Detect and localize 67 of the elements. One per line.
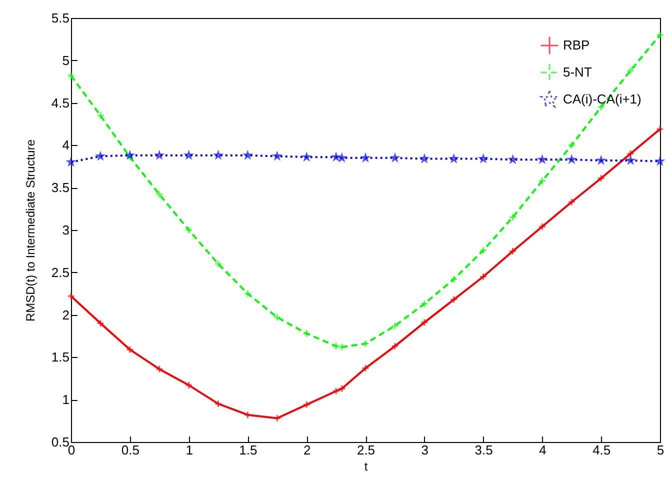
point xyxy=(362,340,370,348)
legend-label: 5-NT xyxy=(563,64,592,80)
point xyxy=(450,296,458,304)
x-axis-title: t xyxy=(364,460,368,474)
x-tick-label: 4 xyxy=(539,442,546,458)
point xyxy=(244,290,252,298)
x-tick-label: 2.5 xyxy=(356,442,376,458)
legend-label: CA(i)-CA(i+1) xyxy=(563,92,642,106)
point xyxy=(126,153,134,161)
point xyxy=(420,300,428,308)
point xyxy=(214,400,222,408)
y-tick-label: 5 xyxy=(62,52,70,68)
point xyxy=(302,400,311,409)
point xyxy=(626,66,634,74)
point xyxy=(155,190,164,198)
point xyxy=(244,410,252,419)
point xyxy=(362,364,370,372)
y-tick-label: 3.5 xyxy=(51,180,70,196)
legend-label: RBP xyxy=(563,38,590,52)
point xyxy=(214,260,222,268)
y-tick-label: 4 xyxy=(62,138,70,153)
y-axis-title: RMSD(t) to Intermediate Structure xyxy=(23,139,38,322)
point xyxy=(184,381,193,390)
y-tick-label: 5.5 xyxy=(51,10,70,26)
point xyxy=(332,342,340,350)
x-tick-label: 0.5 xyxy=(121,442,140,458)
point xyxy=(184,226,193,234)
point xyxy=(568,198,576,206)
point xyxy=(479,246,488,254)
point xyxy=(126,346,134,354)
y-tick-label: 2 xyxy=(62,307,70,322)
point xyxy=(273,414,282,422)
point xyxy=(626,150,634,158)
x-tick-label: 5 xyxy=(656,442,664,458)
x-tick-label: 1.5 xyxy=(239,442,258,458)
point xyxy=(597,174,606,182)
y-tick-label: 1 xyxy=(62,392,70,408)
point xyxy=(656,31,664,39)
point xyxy=(391,322,399,330)
y-tick-label: 2.5 xyxy=(51,264,70,280)
x-tick-label: 2 xyxy=(303,442,311,458)
point xyxy=(338,343,346,351)
y-tick-label: 3 xyxy=(62,222,70,238)
point xyxy=(96,319,104,328)
point xyxy=(391,342,399,350)
x-tick-label: 4.5 xyxy=(592,442,611,458)
point xyxy=(508,247,517,256)
point xyxy=(155,365,164,373)
x-tick-label: 0 xyxy=(68,442,76,458)
point xyxy=(302,330,311,338)
y-tick-label: 4.5 xyxy=(51,95,70,110)
point xyxy=(332,387,340,396)
point xyxy=(538,222,546,231)
y-tick-label: 1.5 xyxy=(51,350,70,365)
point xyxy=(67,72,75,80)
point xyxy=(538,176,546,185)
point xyxy=(568,141,576,150)
x-tick-label: 1 xyxy=(186,442,193,458)
point xyxy=(450,275,458,284)
point xyxy=(479,272,488,281)
point xyxy=(420,318,428,326)
point xyxy=(508,213,517,222)
point xyxy=(273,313,282,322)
point xyxy=(96,112,104,120)
point xyxy=(338,384,346,392)
x-tick-label: 3 xyxy=(421,442,429,458)
x-tick-label: 3.5 xyxy=(474,442,493,458)
